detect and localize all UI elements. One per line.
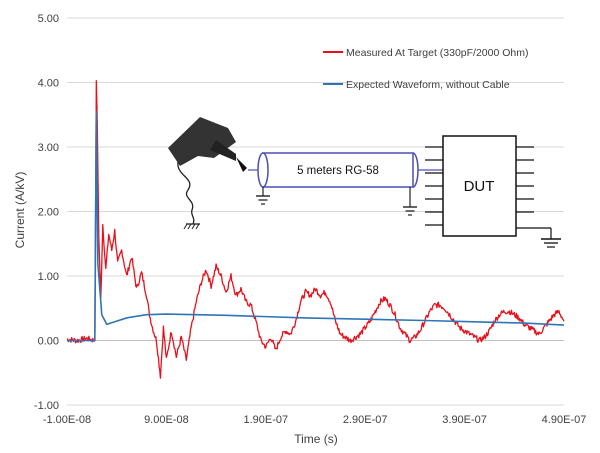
x-tick-label: -1.00E-08 — [43, 414, 91, 426]
legend: Measured At Target (330pF/2000 Ohm) Expe… — [323, 47, 529, 91]
series-line-measured — [66, 80, 565, 379]
axes: -1.00 0.00 1.00 2.00 3.00 4.00 5.00 -1.00E-08 9.… — [34, 13, 586, 426]
y-tick-label: 1.00 — [38, 271, 59, 283]
dut-label: DUT — [464, 178, 495, 195]
legend-label-measured: Measured At Target (330pF/2000 Ohm) — [346, 47, 529, 59]
ground-icon-left — [256, 187, 270, 205]
y-axis-title: Current (A/kV) — [13, 172, 27, 249]
dut-chip-icon: DUT — [425, 135, 561, 248]
x-tick-label: 9.00E-08 — [144, 414, 189, 426]
y-tick-label: 5.00 — [38, 13, 59, 25]
ground-icon-right — [403, 187, 417, 216]
x-tick-label: 2.90E-07 — [343, 414, 388, 426]
dut-pins — [425, 146, 534, 226]
y-tick-label: 0.00 — [38, 336, 59, 348]
x-tick-label: 1.90E-07 — [243, 414, 288, 426]
y-tick-label: 3.00 — [38, 142, 59, 154]
esd-gun-icon — [168, 117, 247, 230]
setup-diagram: 5 meters RG-58 DUT — [168, 117, 561, 248]
x-tick-label: 4.90E-07 — [542, 414, 587, 426]
x-tick-label: 3.90E-07 — [442, 414, 487, 426]
y-tick-label: -1.00 — [34, 400, 59, 412]
legend-label-expected: Expected Waveform, without Cable — [346, 79, 510, 91]
coax-cable: 5 meters RG-58 — [248, 152, 443, 188]
cable-label: 5 meters RG-58 — [297, 165, 379, 177]
x-axis-title: Time (s) — [294, 432, 338, 446]
y-tick-label: 2.00 — [38, 207, 59, 219]
y-tick-label: 4.00 — [38, 78, 59, 90]
gridlines — [67, 17, 564, 406]
series-lines — [66, 80, 565, 379]
series-line-expected — [67, 110, 565, 342]
